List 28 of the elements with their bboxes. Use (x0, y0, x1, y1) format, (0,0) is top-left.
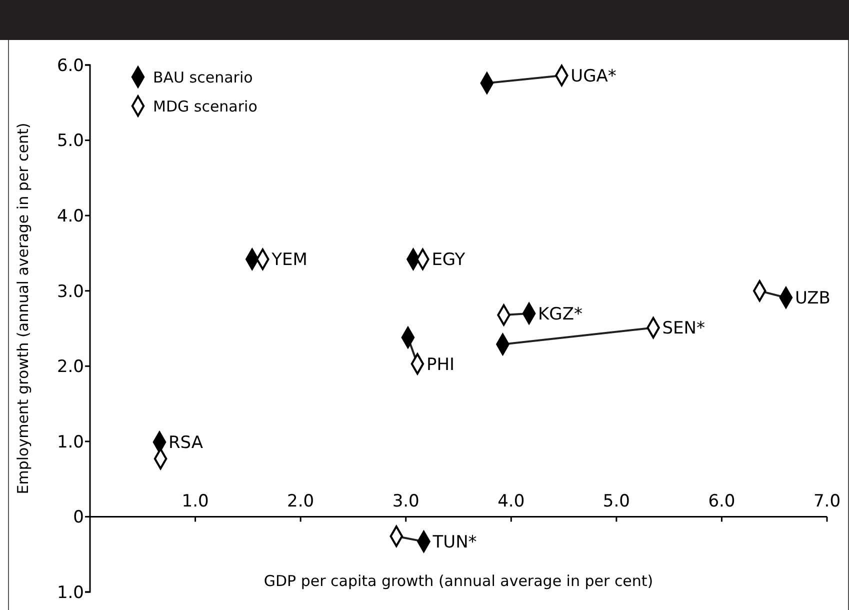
legend-label: MDG scenario (153, 97, 258, 116)
y-tick-label: 0 (73, 508, 84, 528)
annotation: RSA (168, 433, 204, 454)
x-tick-label: 3.0 (392, 492, 420, 512)
x-tick-label: 1.0 (182, 492, 209, 512)
x-tick-label: 2.0 (287, 492, 314, 512)
y-tick-label: 3.0 (56, 282, 84, 302)
y-tick-label: 5.0 (56, 131, 84, 152)
x-tick-label: 6.0 (708, 492, 736, 512)
annotation: TUN* (432, 532, 477, 553)
annotation: SEN* (662, 318, 706, 339)
y-axis-title: Employment growth (annual average in per cent) (14, 122, 32, 494)
y-tick-label: 1.0 (56, 582, 84, 603)
legend-label: BAU scenario (153, 68, 253, 86)
y-tick-label: 4.0 (56, 206, 84, 227)
y-tick-label: 6.0 (56, 56, 84, 76)
annotation: YEM (270, 250, 308, 270)
annotation: PHI (426, 354, 454, 375)
annotation: KGZ* (538, 304, 583, 324)
annotation: UZB (794, 288, 830, 309)
annotation: EGY (432, 250, 466, 270)
x-axis-title: GDP per capita growth (annual average in per cent) (264, 572, 654, 590)
x-tick-label: 7.0 (813, 492, 841, 512)
x-tick-label: 4.0 (498, 492, 525, 512)
y-tick-label: 2.0 (56, 357, 84, 378)
annotation: UGA* (570, 66, 616, 86)
x-tick-label: 5.0 (602, 492, 630, 512)
y-tick-label: 1.0 (56, 432, 84, 452)
